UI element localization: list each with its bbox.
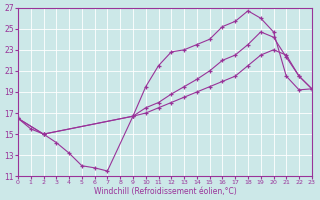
X-axis label: Windchill (Refroidissement éolien,°C): Windchill (Refroidissement éolien,°C)	[93, 187, 236, 196]
